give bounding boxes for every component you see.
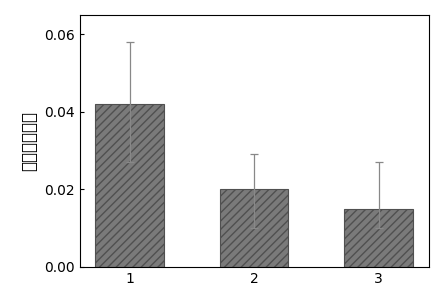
Bar: [95, 104, 164, 267]
Bar: [344, 208, 413, 267]
Bar: [220, 189, 288, 267]
Y-axis label: 平均摩擦系数: 平均摩擦系数: [20, 111, 38, 171]
